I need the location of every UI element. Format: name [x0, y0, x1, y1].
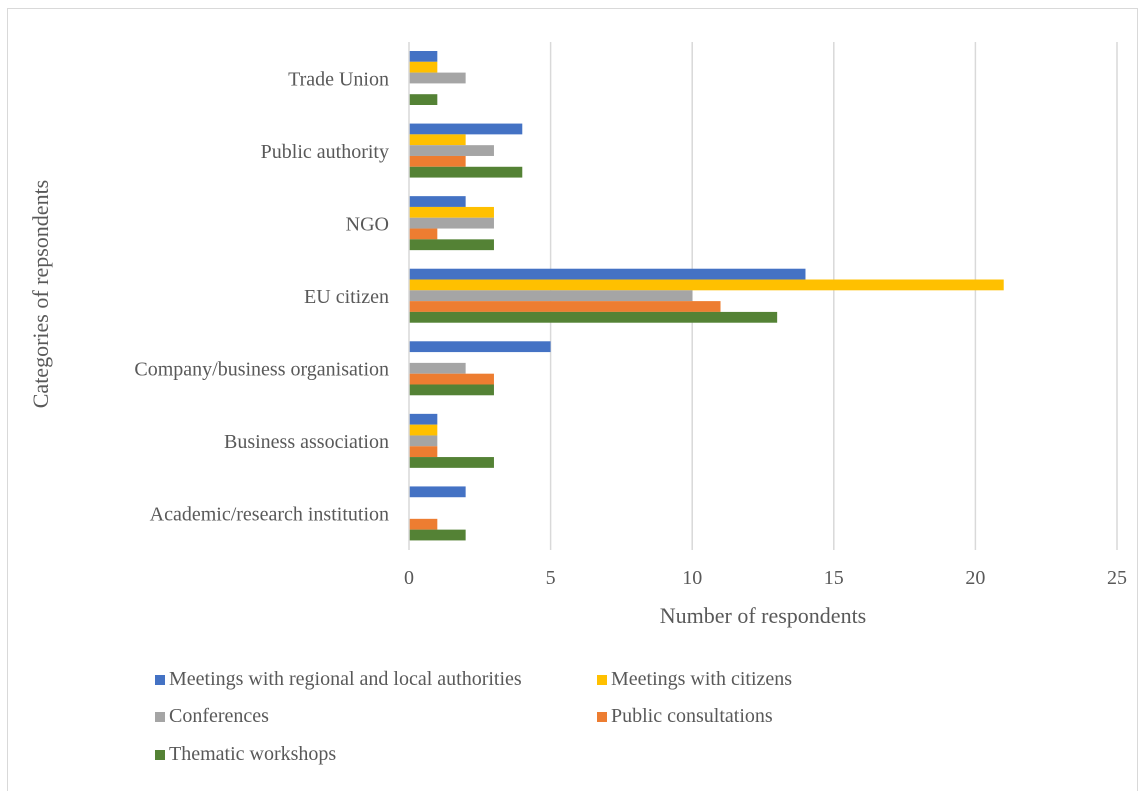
x-tick-label: 20 [965, 567, 985, 589]
bar [409, 486, 466, 498]
bar [409, 145, 494, 156]
x-tick-labels: 0 5 10 15 20 25 [404, 567, 1127, 589]
bar [409, 362, 466, 374]
bar [409, 457, 494, 468]
x-tick-label: 15 [824, 567, 844, 589]
bar [409, 518, 438, 530]
category-label: NGO [346, 213, 389, 235]
category-label: Academic/research institution [150, 504, 389, 526]
legend: Meetings with regional and local authori… [155, 668, 792, 765]
legend-swatch [155, 675, 165, 685]
bar [409, 311, 778, 323]
bar [409, 279, 1004, 291]
x-tick-label: 10 [682, 567, 702, 589]
x-tick-label: 0 [404, 567, 414, 589]
category-labels: Trade Union Public authority NGO EU citizen… [134, 68, 389, 525]
x-tick-label: 25 [1107, 567, 1127, 589]
bar [409, 72, 466, 84]
legend-swatch [597, 675, 607, 685]
legend-label: Public consultations [611, 705, 773, 727]
chart-frame [7, 8, 1138, 791]
bar [409, 228, 438, 240]
category-label: Company/business organisation [134, 359, 389, 381]
bar [409, 196, 466, 207]
legend-label: Meetings with citizens [611, 668, 792, 690]
bars [409, 51, 1004, 541]
legend-swatch [155, 750, 165, 760]
category-label: Trade Union [288, 68, 389, 90]
bar [409, 61, 438, 73]
bar [409, 123, 523, 135]
bar [409, 268, 806, 280]
bar [409, 94, 438, 105]
x-tick-label: 5 [546, 567, 556, 589]
category-label: Public authority [261, 141, 389, 163]
bar [409, 529, 466, 541]
bar [409, 446, 438, 458]
bar [409, 435, 438, 447]
bar [409, 384, 494, 396]
bar [409, 217, 494, 229]
bar [409, 134, 466, 146]
y-axis-title: Categories of repsondents [28, 180, 53, 409]
legend-swatch [155, 712, 165, 722]
legend-label: Meetings with regional and local authori… [169, 668, 522, 690]
bar [409, 424, 438, 436]
bar [409, 341, 551, 353]
bar [409, 413, 438, 425]
bar [409, 206, 494, 218]
legend-label: Conferences [169, 705, 269, 727]
bar [409, 155, 466, 167]
category-label: EU citizen [304, 286, 389, 308]
category-label: Business association [224, 431, 389, 453]
bar [409, 166, 523, 178]
bar [409, 301, 721, 312]
legend-label: Thematic workshops [169, 743, 336, 765]
bar [409, 290, 693, 302]
bar [409, 373, 494, 385]
bar [409, 51, 438, 62]
legend-swatch [597, 712, 607, 722]
bar [409, 239, 494, 251]
x-axis-title: Number of respondents [660, 603, 867, 628]
